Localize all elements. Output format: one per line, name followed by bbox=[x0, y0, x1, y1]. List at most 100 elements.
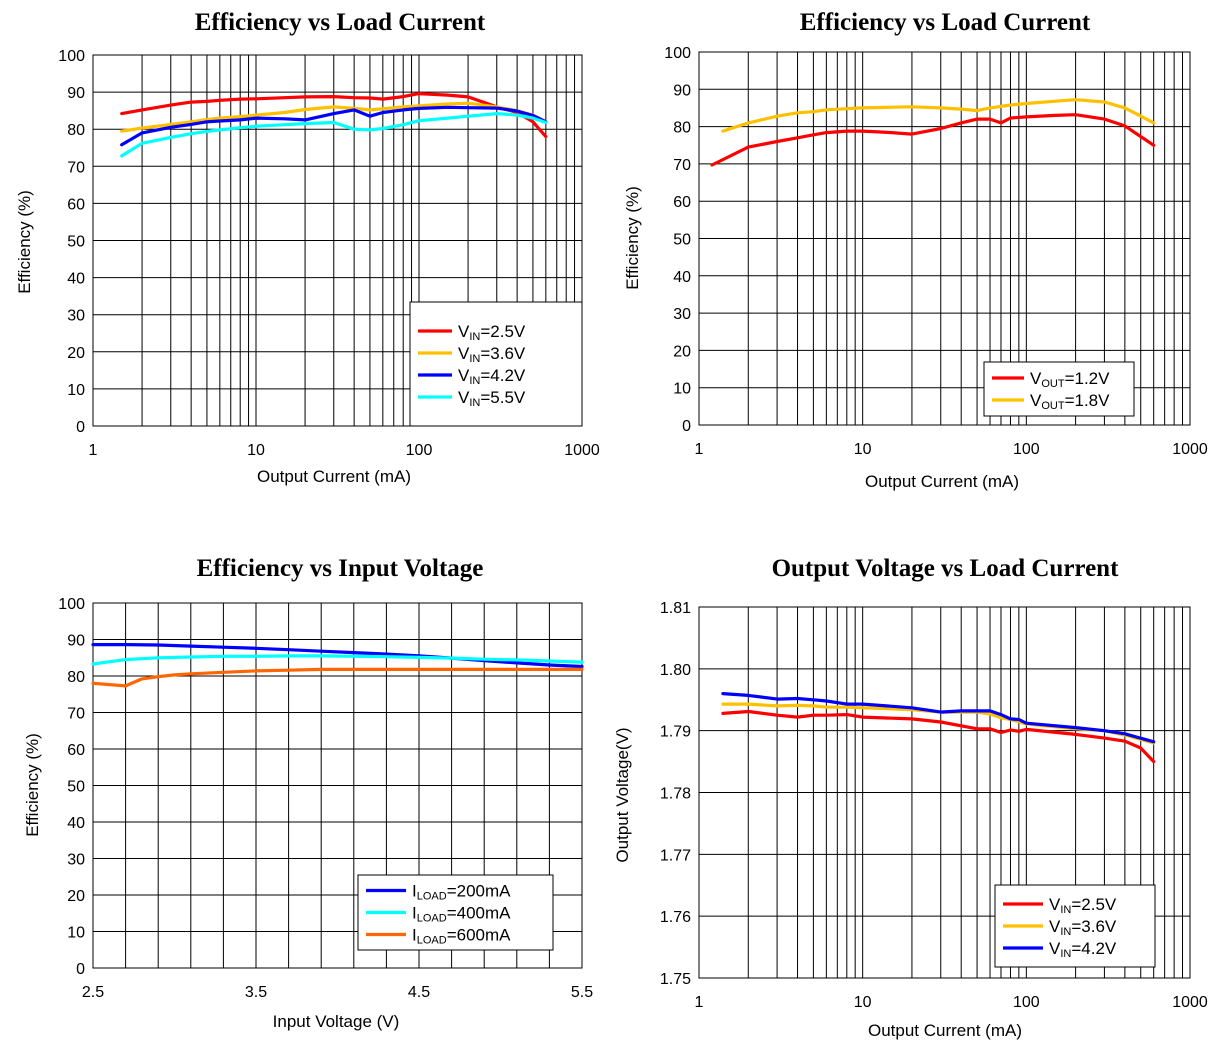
plot-frame bbox=[92, 54, 583, 427]
legend-label-subscript: IN bbox=[1060, 926, 1071, 938]
y-tick-label: 50 bbox=[673, 232, 691, 249]
y-tick-label: 90 bbox=[67, 633, 85, 650]
y-axis-label: Efficiency (%) bbox=[623, 186, 642, 290]
legend-label-main: I bbox=[412, 926, 417, 945]
y-tick-label: 80 bbox=[673, 120, 691, 137]
legend-label-3: VIN=5.5V bbox=[458, 388, 526, 409]
series-line-1 bbox=[120, 101, 548, 133]
x-tick-label: 2.5 bbox=[82, 984, 104, 1001]
y-tick-label: 70 bbox=[67, 706, 85, 723]
legend-label-subscript: IN bbox=[469, 331, 480, 343]
series-line-0 bbox=[710, 113, 1156, 167]
y-tick-label: 60 bbox=[67, 196, 85, 213]
legend-label-main: I bbox=[412, 882, 417, 901]
x-axis-label: Output Current (mA) bbox=[257, 467, 411, 486]
y-tick-label: 0 bbox=[76, 419, 85, 436]
x-tick-label: 4.5 bbox=[408, 984, 430, 1001]
y-tick-label: 40 bbox=[67, 271, 85, 288]
y-tick-label: 40 bbox=[673, 269, 691, 286]
x-tick-label: 10 bbox=[854, 441, 872, 458]
legend-label-value: =200mA bbox=[447, 882, 511, 901]
series-line-1 bbox=[91, 654, 584, 666]
legend-label-subscript: LOAD bbox=[417, 913, 447, 925]
x-axis-label: Output Current (mA) bbox=[868, 1021, 1022, 1040]
legend-label-main: V bbox=[1049, 939, 1061, 958]
legend-label-main: I bbox=[412, 904, 417, 923]
legend-label-main: V bbox=[1030, 369, 1042, 388]
x-tick-label: 100 bbox=[1013, 994, 1040, 1011]
legend-label-main: V bbox=[458, 344, 470, 363]
x-tick-label: 1000 bbox=[564, 442, 600, 459]
x-tick-label: 1 bbox=[695, 994, 704, 1011]
y-tick-label: 80 bbox=[67, 122, 85, 139]
y-tick-label: 70 bbox=[67, 159, 85, 176]
x-tick-label: 5.5 bbox=[571, 984, 593, 1001]
chart-efficiency-vs-load-current-right: Efficiency vs Load Current Output Curren… bbox=[623, 9, 1208, 491]
y-tick-label: 0 bbox=[682, 418, 691, 435]
legend-label-0: ILOAD=200mA bbox=[412, 882, 511, 903]
y-tick-label: 50 bbox=[67, 234, 85, 251]
legend-label-1: VIN=3.6V bbox=[1049, 917, 1117, 938]
legend-label-1: ILOAD=400mA bbox=[412, 904, 511, 925]
legend-box bbox=[409, 301, 583, 427]
legend-label-main: V bbox=[458, 322, 470, 341]
legend-label-subscript: IN bbox=[469, 397, 480, 409]
x-tick-label: 1000 bbox=[1172, 994, 1208, 1011]
y-tick-label: 30 bbox=[673, 306, 691, 323]
chart-title: Efficiency vs Load Current bbox=[195, 9, 486, 36]
legend-label-value: =3.6V bbox=[1071, 917, 1117, 936]
y-axis-label: Efficiency (%) bbox=[23, 733, 42, 837]
x-tick-label: 100 bbox=[1013, 441, 1040, 458]
legend-label-subscript: IN bbox=[1060, 948, 1071, 960]
legend-label-1: VIN=3.6V bbox=[458, 344, 526, 365]
chart-title: Efficiency vs Input Voltage bbox=[197, 555, 484, 582]
legend-label-0: VIN=2.5V bbox=[458, 322, 526, 343]
series-line-2 bbox=[120, 105, 548, 147]
y-axis-label: Output Voltage(V) bbox=[613, 727, 632, 862]
legend-label-2: VIN=4.2V bbox=[458, 366, 526, 387]
y-tick-label: 1.75 bbox=[660, 971, 691, 988]
plot-frame bbox=[698, 51, 1191, 426]
y-tick-label: 90 bbox=[67, 85, 85, 102]
y-tick-label: 1.81 bbox=[660, 600, 691, 617]
y-tick-label: 20 bbox=[673, 343, 691, 360]
legend-label-main: V bbox=[1049, 895, 1061, 914]
series-line-0 bbox=[120, 91, 548, 139]
y-tick-label: 60 bbox=[67, 742, 85, 759]
y-tick-label: 100 bbox=[58, 48, 85, 65]
legend-label-2: VIN=4.2V bbox=[1049, 939, 1117, 960]
y-tick-label: 20 bbox=[67, 888, 85, 905]
chart-title: Output Voltage vs Load Current bbox=[772, 555, 1119, 582]
legend-label-2: ILOAD=600mA bbox=[412, 926, 511, 947]
y-tick-label: 1.76 bbox=[660, 909, 691, 926]
y-tick-label: 70 bbox=[673, 157, 691, 174]
legend-label-main: V bbox=[458, 366, 470, 385]
y-tick-label: 10 bbox=[673, 381, 691, 398]
x-tick-label: 1 bbox=[89, 442, 98, 459]
series-line-2 bbox=[91, 667, 584, 688]
legend-box bbox=[983, 361, 1135, 417]
x-tick-label: 10 bbox=[247, 442, 265, 459]
y-tick-label: 10 bbox=[67, 382, 85, 399]
legend-label-main: V bbox=[1030, 391, 1042, 410]
x-tick-label: 100 bbox=[406, 442, 433, 459]
legend-label-subscript: IN bbox=[1060, 904, 1071, 916]
y-tick-label: 80 bbox=[67, 669, 85, 686]
y-tick-label: 90 bbox=[673, 82, 691, 99]
legend-label-subscript: OUT bbox=[1041, 378, 1065, 390]
legend-label-subscript: OUT bbox=[1041, 400, 1065, 412]
legend-label-value: =3.6V bbox=[480, 344, 526, 363]
y-tick-label: 40 bbox=[67, 815, 85, 832]
x-axis-label: Input Voltage (V) bbox=[273, 1012, 400, 1031]
legend-label-value: =1.2V bbox=[1065, 369, 1111, 388]
legend-label-value: =1.8V bbox=[1065, 391, 1111, 410]
plot-frame bbox=[92, 602, 583, 969]
legend-label-subscript: LOAD bbox=[417, 891, 447, 903]
legend-label-subscript: IN bbox=[469, 375, 480, 387]
legend-label-0: VOUT=1.2V bbox=[1030, 369, 1110, 390]
legend-label-1: VOUT=1.8V bbox=[1030, 391, 1110, 412]
